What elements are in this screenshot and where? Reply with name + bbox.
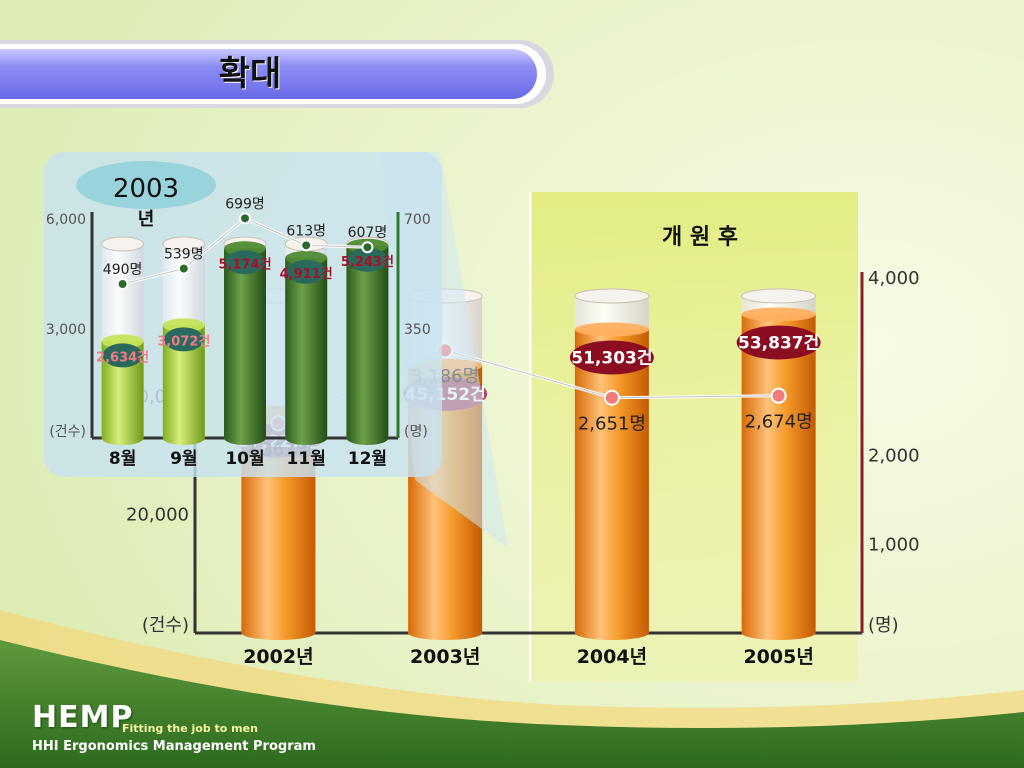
left-axis-unit: (건수) bbox=[49, 424, 86, 440]
logo-tagline: Fitting the job to men bbox=[122, 722, 258, 735]
count-label: 4,911건 bbox=[280, 266, 333, 282]
people-label: 2,674명 bbox=[745, 412, 813, 433]
count-label: 5,174건 bbox=[218, 256, 271, 272]
people-point bbox=[361, 241, 374, 254]
left-axis-unit: (건수) bbox=[142, 615, 189, 636]
right-tick-label: 4,000 bbox=[868, 268, 920, 289]
bar-10월: 5,174건 bbox=[218, 236, 272, 445]
inset-year-bubble bbox=[76, 161, 216, 209]
category-label: 2005년 bbox=[743, 646, 813, 668]
people-label: 2,651명 bbox=[578, 414, 646, 435]
count-label-bg bbox=[102, 343, 143, 368]
people-label: 539명 bbox=[164, 247, 204, 263]
people-label: 607명 bbox=[348, 225, 388, 241]
bar-9월: 3,072건 bbox=[157, 236, 210, 445]
right-tick-label: 2,000 bbox=[868, 446, 920, 467]
count-label-bg bbox=[736, 325, 821, 360]
left-tick-label: 6,000 bbox=[46, 212, 86, 228]
bar-12월: 5,243건 bbox=[341, 236, 394, 445]
right-axis-unit: (명) bbox=[404, 424, 428, 440]
after-period-label: 개 원 후 bbox=[662, 225, 738, 250]
bar-2004년: 51,303건 bbox=[569, 288, 654, 640]
category-label: 9월 bbox=[170, 449, 197, 469]
count-label-bg bbox=[286, 259, 327, 284]
people-label: 613명 bbox=[286, 223, 326, 239]
page-title: 확대 bbox=[218, 54, 282, 94]
count-label-bg bbox=[569, 340, 654, 375]
people-point bbox=[603, 389, 620, 406]
category-label: 10월 bbox=[225, 449, 264, 469]
right-tick-label: 1,000 bbox=[868, 534, 920, 555]
bar-8월: 2,634건 bbox=[96, 236, 149, 445]
hemp-logo: HEMP bbox=[32, 700, 134, 735]
category-label: 12월 bbox=[348, 449, 387, 469]
count-label: 3,072건 bbox=[157, 333, 210, 349]
bar-11월: 4,911건 bbox=[280, 236, 333, 445]
people-label: 699명 bbox=[225, 196, 265, 212]
count-label: 5,243건 bbox=[341, 254, 394, 270]
people-point bbox=[116, 278, 129, 290]
count-label: 51,303건 bbox=[571, 348, 652, 368]
right-tick-label: 700 bbox=[404, 212, 431, 228]
count-label-bg bbox=[163, 327, 204, 352]
logo-program-name: HHI Ergonomics Management Program bbox=[32, 739, 316, 754]
people-label: 490명 bbox=[103, 262, 143, 278]
title-banner bbox=[0, 40, 554, 108]
inset-year-suffix: 년 bbox=[138, 209, 155, 230]
category-label: 2002년 bbox=[243, 646, 313, 668]
count-label-bg bbox=[225, 250, 265, 275]
count-label-bg bbox=[347, 247, 388, 272]
people-point bbox=[239, 212, 251, 225]
right-axis-unit: (명) bbox=[868, 615, 899, 636]
category-label: 2003년 bbox=[410, 646, 480, 668]
category-label: 8월 bbox=[109, 449, 136, 469]
left-tick-label: 3,000 bbox=[46, 322, 86, 338]
count-label: 53,837건 bbox=[738, 333, 819, 353]
inset-year-label: 2003 bbox=[113, 174, 179, 204]
people-point bbox=[300, 239, 313, 252]
people-point bbox=[177, 262, 190, 275]
category-label: 11월 bbox=[287, 449, 326, 469]
left-tick-label: 20,000 bbox=[126, 505, 189, 526]
count-label: 2,634건 bbox=[96, 349, 149, 365]
category-label: 2004년 bbox=[577, 646, 647, 668]
bar-2005년: 53,837건 bbox=[736, 288, 821, 640]
people-point bbox=[770, 387, 787, 404]
right-tick-label: 350 bbox=[404, 322, 431, 338]
